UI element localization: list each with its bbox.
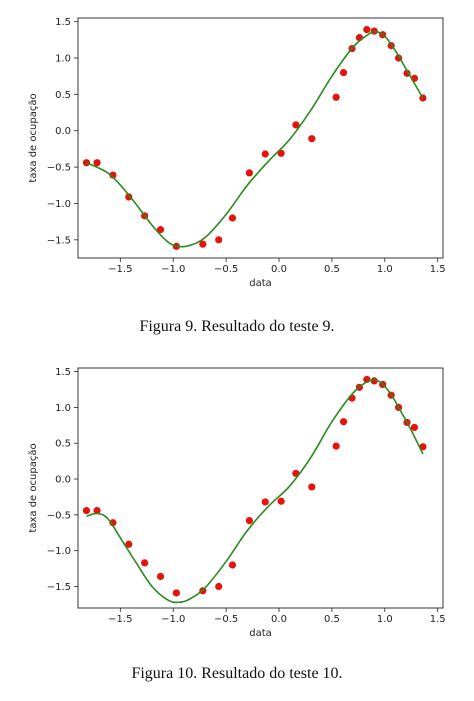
- x-tick-label: 0.5: [324, 264, 340, 275]
- y-tick-label: −1.5: [47, 582, 71, 593]
- y-tick-label: 1.0: [55, 403, 71, 414]
- x-tick-label: 1.0: [377, 614, 393, 625]
- figure-9: −1.5 −1.0 −0.5 0.0 0.5 1.0 1.5 −1.5 −1.0 −0.5 0.0 0…: [0, 0, 474, 300]
- x-tick-label: 1.0: [377, 264, 393, 275]
- y-tick-label: 0.5: [55, 439, 71, 450]
- x-tick-label: 1.5: [430, 614, 446, 625]
- data-point: [332, 93, 340, 101]
- plot-frame: [77, 367, 444, 609]
- x-tick-label: 1.5: [430, 264, 446, 275]
- x-tick-label: 0.0: [271, 614, 287, 625]
- data-point: [125, 193, 133, 201]
- data-point: [363, 26, 371, 34]
- x-tick-label: −1.5: [108, 614, 132, 625]
- data-point: [141, 559, 149, 567]
- data-point: [228, 561, 237, 569]
- x-tick-label: −0.5: [214, 614, 238, 625]
- data-point: [93, 506, 101, 515]
- data-point: [109, 519, 117, 527]
- data-point: [125, 540, 133, 548]
- x-axis-label: data: [249, 628, 272, 639]
- fit-curve: [86, 378, 424, 604]
- fit-curve: [86, 30, 424, 248]
- caption-figure-9: Figura 9. Resultado do teste 9.: [139, 318, 335, 335]
- data-point: [308, 135, 316, 143]
- data-point: [82, 506, 91, 515]
- data-point: [156, 226, 165, 234]
- x-tick-label: 0.5: [324, 614, 340, 625]
- data-point: [332, 442, 340, 450]
- chart-figure-10: −1.5 −1.0 −0.5 0.0 0.5 1.0 1.5 −1.5 −1.0 −0.5 0.0 0…: [28, 367, 446, 639]
- x-tick-label: −1.0: [161, 264, 185, 275]
- data-point: [339, 418, 348, 426]
- x-tick-label: −1.5: [108, 264, 132, 275]
- y-tick-label: 1.0: [55, 54, 71, 65]
- x-tick-label: 0.0: [271, 264, 287, 275]
- plot-content: [82, 26, 427, 250]
- data-point: [370, 377, 378, 385]
- x-tick-label: −1.0: [161, 614, 185, 625]
- data-point: [339, 68, 348, 77]
- y-tick-label: −1.5: [47, 235, 71, 246]
- data-point: [172, 589, 180, 597]
- data-point: [156, 572, 165, 581]
- data-point: [109, 171, 117, 179]
- y-tick-label: 1.5: [55, 17, 71, 28]
- x-tick-label: −0.5: [214, 264, 238, 275]
- data-point: [228, 214, 237, 222]
- plot-frame: [77, 17, 444, 259]
- data-point: [261, 150, 269, 158]
- y-tick-label: −1.0: [47, 546, 71, 557]
- y-tick-label: 1.5: [55, 367, 71, 378]
- y-tick-label: 0.0: [55, 475, 71, 486]
- caption-figure-10: Figura 10. Resultado do teste 10.: [131, 665, 343, 682]
- data-point: [93, 159, 101, 167]
- y-tick-label: 0.0: [55, 126, 71, 137]
- y-axis-label: taxa de ocupação: [28, 443, 39, 532]
- data-point: [215, 582, 223, 591]
- data-point: [261, 498, 269, 506]
- data-point: [245, 169, 253, 177]
- data-point: [308, 483, 316, 491]
- data-point: [410, 423, 419, 432]
- data-point: [245, 516, 253, 525]
- y-tick-label: −0.5: [47, 163, 71, 174]
- data-point: [199, 240, 207, 248]
- x-axis-label: data: [249, 278, 272, 289]
- data-point: [215, 236, 223, 244]
- y-tick-label: 0.5: [55, 90, 71, 101]
- plot-content: [82, 375, 427, 604]
- y-tick-label: −0.5: [47, 510, 71, 521]
- data-point: [277, 497, 285, 505]
- y-tick-label: −1.0: [47, 199, 71, 210]
- chart-figure-9: −1.5 −1.0 −0.5 0.0 0.5 1.0 1.5 −1.5 −1.0 −0.5 0.0 0…: [28, 17, 446, 289]
- y-axis-label: taxa de ocupação: [28, 93, 39, 182]
- data-point: [292, 121, 300, 129]
- figure-10: −1.5 −1.0 −0.5 0.0 0.5 1.0 1.5 −1.5 −1.0 −0.5 0.0 0…: [0, 350, 474, 650]
